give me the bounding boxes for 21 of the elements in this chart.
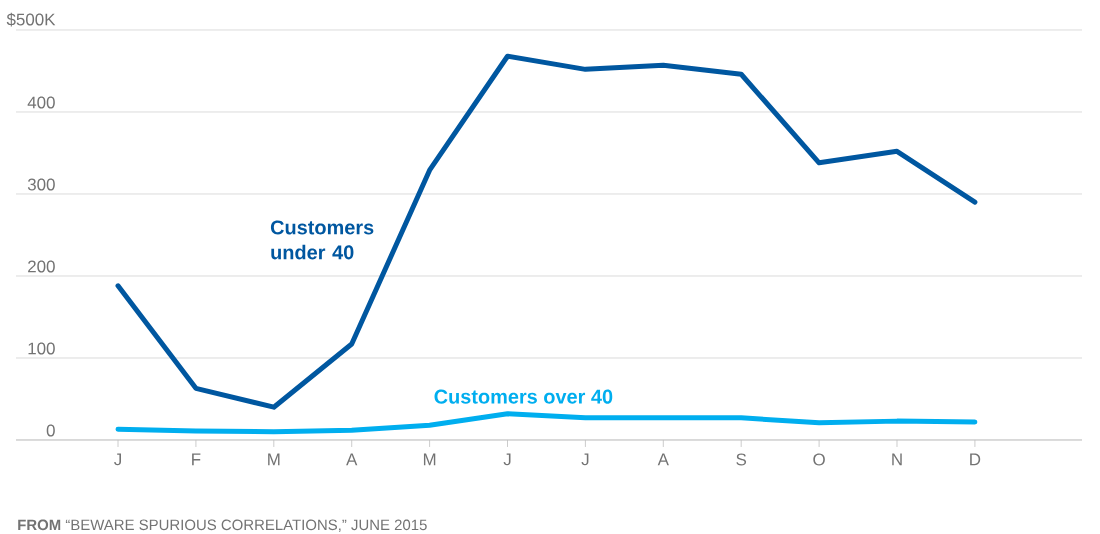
y-tick-label: 200 bbox=[28, 260, 55, 273]
x-tick-label: D bbox=[970, 453, 981, 466]
x-tick-label: O bbox=[813, 453, 825, 466]
x-tick-label: A bbox=[346, 453, 358, 466]
x-tick-label: A bbox=[657, 453, 669, 466]
y-tick-label: 300 bbox=[27, 178, 55, 191]
series-label: Customers over 40 bbox=[434, 389, 613, 404]
x-tick-label: M bbox=[268, 453, 280, 466]
x-tick-label: F bbox=[192, 453, 201, 466]
x-tick-label: M bbox=[423, 453, 436, 466]
x-tick-label: J bbox=[503, 453, 511, 466]
y-tick-label: 400 bbox=[27, 96, 55, 109]
y-tick-label: 0 bbox=[46, 424, 55, 437]
series-label: Customers under 40 bbox=[270, 220, 374, 260]
y-tick-label: 100 bbox=[28, 342, 55, 355]
y-tick-label: $500K bbox=[6, 12, 56, 27]
x-tick-label: S bbox=[736, 453, 747, 466]
x-tick-label: J bbox=[581, 453, 589, 466]
x-tick-label: N bbox=[892, 453, 902, 466]
text: FROM “BEWARE SPURIOUS CORRELATIONS,” JUNE 2015 bbox=[18, 519, 427, 532]
x-tick-label: J bbox=[114, 453, 121, 466]
